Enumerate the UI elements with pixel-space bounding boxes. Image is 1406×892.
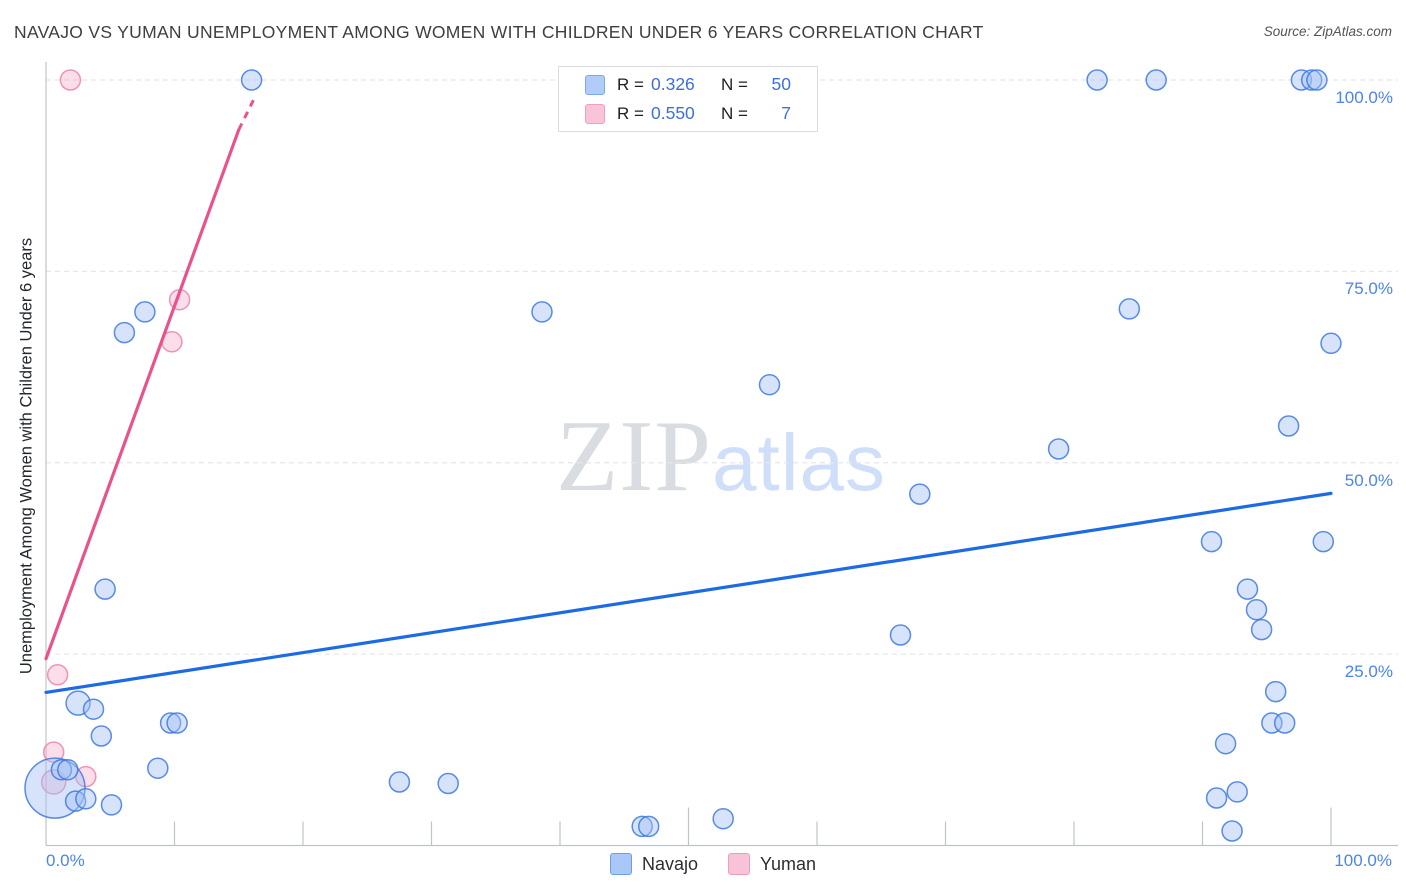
navajo-data-point[interactable] xyxy=(1205,787,1228,809)
r-value-navajo: 0.326 xyxy=(651,74,695,94)
yuman-swatch-icon xyxy=(728,853,751,875)
navajo-data-point[interactable] xyxy=(134,301,156,323)
y-tick-label-75: 75.0% xyxy=(1344,279,1393,299)
navajo-data-point[interactable] xyxy=(1118,298,1141,320)
n-value-yuman: 7 xyxy=(781,103,791,123)
n-label: N = xyxy=(721,74,748,94)
r-label: R = xyxy=(617,74,644,94)
r-label: R = xyxy=(617,103,644,123)
yuman-trend-line xyxy=(44,128,241,661)
legend-box: R = 0.326 N = 50 R = 0.550 N = 7 xyxy=(558,66,818,132)
y-tick-label-100: 100.0% xyxy=(1335,88,1393,107)
navajo-data-point[interactable] xyxy=(631,815,653,838)
bottom-legend-label-yuman: Yuman xyxy=(760,853,817,874)
navajo-data-point[interactable] xyxy=(712,807,734,830)
navajo-data-point[interactable] xyxy=(1214,732,1237,755)
navajo-data-point[interactable] xyxy=(1250,618,1273,641)
navajo-swatch-icon xyxy=(585,74,605,95)
x-axis-min-label: 0.0% xyxy=(46,851,85,870)
navajo-data-point[interactable] xyxy=(90,725,113,747)
bottom-legend-item-navajo: Navajo xyxy=(610,853,698,875)
navajo-data-point[interactable] xyxy=(1277,415,1300,437)
page-title: NAVAJO VS YUMAN UNEMPLOYMENT AMONG WOMEN… xyxy=(14,22,984,42)
navajo-data-point[interactable] xyxy=(1312,530,1335,553)
navajo-data-point[interactable] xyxy=(758,373,781,396)
navajo-data-point[interactable] xyxy=(82,698,105,720)
legend-row-navajo: R = 0.326 N = 50 xyxy=(585,73,817,97)
navajo-data-point[interactable] xyxy=(1236,578,1259,600)
x-axis-max-label: 100.0% xyxy=(1334,851,1392,870)
yuman-trend-line-dashed xyxy=(237,95,257,131)
n-label: N = xyxy=(721,103,748,123)
n-value-navajo: 50 xyxy=(771,74,791,94)
navajo-data-point[interactable] xyxy=(166,712,188,734)
navajo-data-point[interactable] xyxy=(100,794,123,816)
navajo-data-point[interactable] xyxy=(909,483,931,505)
yuman-data-point[interactable] xyxy=(46,664,69,686)
navajo-trend-line xyxy=(44,491,1333,695)
navajo-data-point[interactable] xyxy=(57,758,79,781)
navajo-data-point[interactable] xyxy=(637,815,660,838)
navajo-data-point[interactable] xyxy=(1047,438,1070,460)
y-tick-label-50: 50.0% xyxy=(1344,470,1393,490)
navajo-data-point[interactable] xyxy=(50,758,73,781)
navajo-swatch-icon xyxy=(610,853,632,875)
navajo-data-point[interactable] xyxy=(1320,332,1342,355)
navajo-data-point[interactable] xyxy=(889,624,912,646)
navajo-data-point[interactable] xyxy=(1300,69,1323,91)
navajo-data-point[interactable] xyxy=(1200,530,1223,553)
navajo-data-point[interactable] xyxy=(147,757,169,779)
navajo-data-point[interactable] xyxy=(1145,69,1167,91)
navajo-data-point[interactable] xyxy=(113,321,136,344)
navajo-data-point[interactable] xyxy=(388,771,411,793)
yuman-swatch-icon xyxy=(585,103,605,124)
navajo-data-point[interactable] xyxy=(1226,781,1248,803)
navajo-data-point[interactable] xyxy=(1306,69,1328,91)
navajo-data-point[interactable] xyxy=(1245,598,1268,621)
navajo-data-point[interactable] xyxy=(240,69,263,91)
navajo-data-point[interactable] xyxy=(531,301,553,323)
source-attribution: Source: ZipAtlas.com xyxy=(1263,24,1392,39)
y-axis-title: Unemployment Among Women with Children U… xyxy=(17,237,36,675)
navajo-data-point[interactable] xyxy=(1261,712,1283,734)
navajo-data-point[interactable] xyxy=(1264,680,1287,703)
navajo-data-point[interactable] xyxy=(75,788,97,810)
legend-row-yuman: R = 0.550 N = 7 xyxy=(585,102,817,126)
yuman-data-point[interactable] xyxy=(59,69,82,91)
bottom-legend-label-navajo: Navajo xyxy=(642,853,699,874)
navajo-data-point[interactable] xyxy=(159,712,182,734)
bottom-legend: Navajo Yuman xyxy=(610,853,816,875)
navajo-data-point[interactable] xyxy=(437,772,459,795)
bottom-legend-item-yuman: Yuman xyxy=(728,853,816,875)
navajo-data-point[interactable] xyxy=(1273,712,1296,734)
navajo-data-point[interactable] xyxy=(1086,69,1108,91)
yuman-data-point[interactable] xyxy=(42,741,65,763)
navajo-data-point[interactable] xyxy=(1221,820,1243,842)
y-tick-label-25: 25.0% xyxy=(1344,662,1393,682)
navajo-data-point[interactable] xyxy=(94,578,116,600)
watermark-zip-text: ZIP xyxy=(556,400,712,513)
r-value-yuman: 0.550 xyxy=(651,103,695,123)
